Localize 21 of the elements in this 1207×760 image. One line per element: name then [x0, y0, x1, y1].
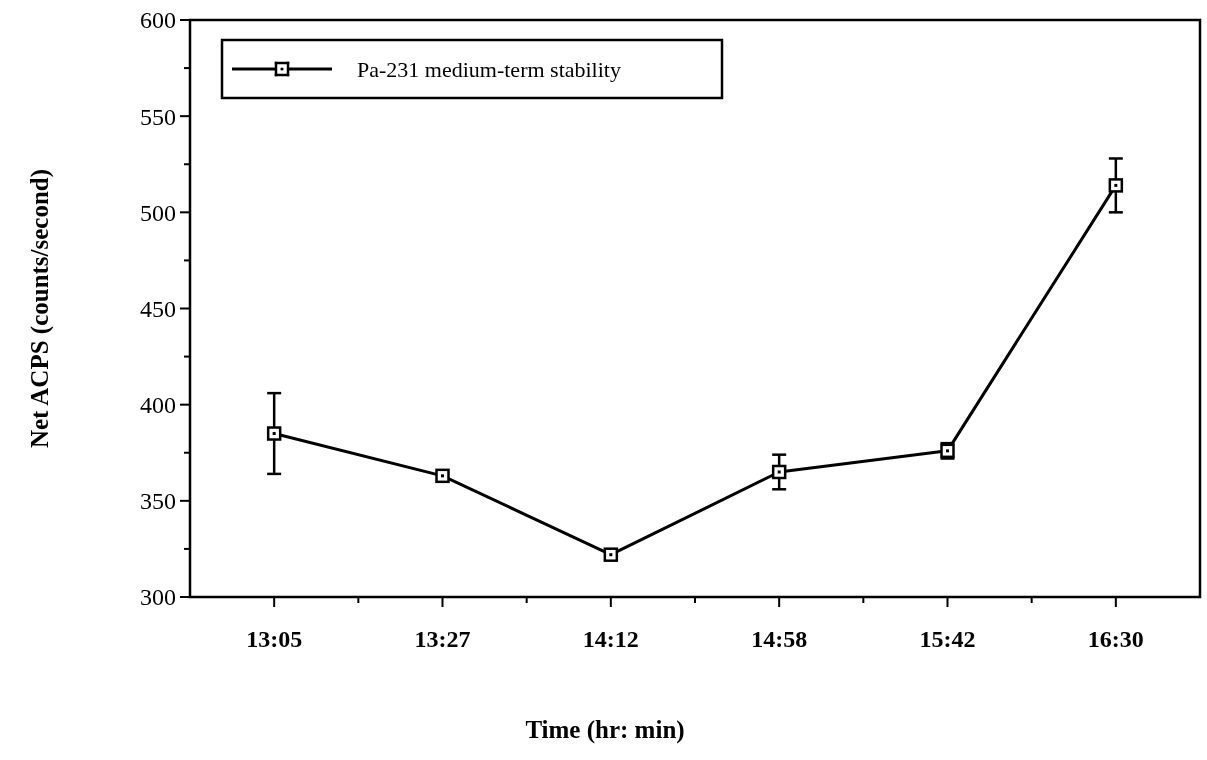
point: [1108, 178, 1124, 193]
y-tick-label: 400: [140, 392, 176, 419]
y-tick-label: 500: [140, 199, 176, 226]
x-tick-label: 13:05: [246, 626, 303, 652]
y-tick-label: 350: [140, 488, 176, 515]
x-axis-title: Time (hr: min): [525, 716, 685, 744]
y-tick-label: 550: [140, 103, 176, 130]
point: [435, 468, 450, 484]
y-tick-label: 300: [140, 584, 176, 611]
y-tick-label: 600: [140, 7, 176, 34]
x-tick-label: 13:27: [414, 626, 471, 652]
point: [771, 464, 787, 480]
y-tick-label: 450: [140, 295, 176, 322]
x-tick-label: 14:12: [582, 626, 639, 652]
x-tick-label: 16:30: [1087, 626, 1144, 652]
x-tick-label: 14:58: [751, 626, 808, 652]
point: [603, 547, 619, 562]
y-axis-title: Net ACPS (counts/second): [26, 168, 54, 449]
legend-label: Pa-231 medium-term stability: [357, 56, 621, 82]
x-tick-label: 15:42: [919, 626, 976, 652]
point: [266, 426, 282, 441]
